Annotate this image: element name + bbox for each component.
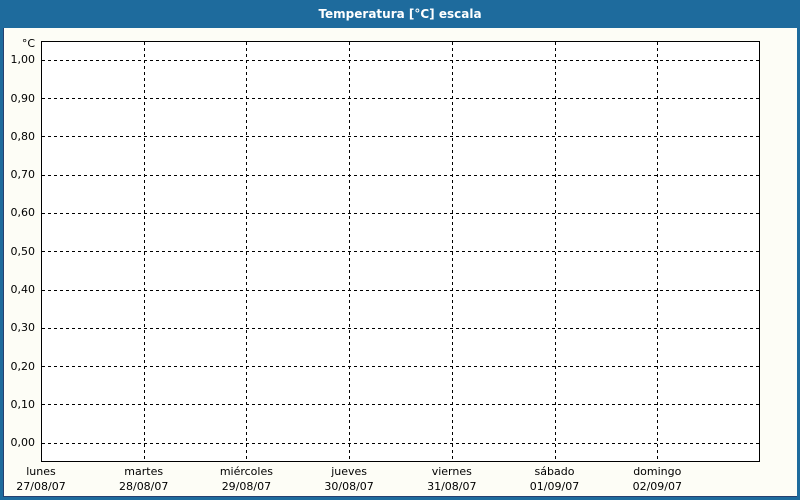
- h-gridline: [42, 59, 759, 61]
- y-tick-label: 0,20: [10, 359, 36, 373]
- x-tick-day-label: sábado: [534, 465, 575, 478]
- x-tick-day-label: viernes: [431, 465, 472, 478]
- y-tick-label: 0,40: [10, 283, 36, 296]
- y-tick-label: 1,00: [10, 53, 36, 67]
- h-gridline: [42, 212, 759, 214]
- y-tick-label: 0,80: [10, 129, 36, 143]
- v-gridline: [143, 42, 145, 461]
- h-gridline: [42, 98, 759, 99]
- y-tick-label: 0,90: [10, 91, 36, 105]
- x-tick-date-label: 02/09/07: [632, 480, 682, 493]
- y-tick-label: 0,70: [10, 168, 36, 182]
- x-tick-date-label: 01/09/07: [529, 480, 580, 493]
- x-tick-day-label: martes: [124, 465, 164, 478]
- y-tick-label: 0,50: [10, 244, 36, 258]
- y-tick-label: 0,30: [10, 321, 36, 335]
- x-tick-date-label: 29/08/07: [221, 480, 272, 493]
- x-tick-day-label: lunes: [26, 465, 56, 478]
- y-tick-label: 0,00: [10, 436, 36, 450]
- x-tick-day-label: miércoles: [219, 465, 273, 478]
- x-tick-day-label: domingo: [633, 465, 682, 478]
- plot-area: [41, 41, 760, 462]
- v-gridline: [657, 42, 659, 461]
- v-gridline: [246, 42, 248, 461]
- h-gridline: [42, 174, 759, 176]
- h-gridline: [42, 136, 759, 138]
- h-gridline: [42, 366, 759, 368]
- x-tick-date-label: 30/08/07: [324, 480, 374, 493]
- h-gridline: [42, 442, 759, 444]
- y-axis-unit-label: °C: [21, 37, 35, 50]
- chart-content: °C 1,00 0,90 0,80 0,70 0,60 0,50 0,40 0,30 0,20 0…: [3, 28, 797, 497]
- v-gridline: [554, 42, 556, 461]
- h-gridline: [42, 327, 759, 329]
- x-tick-day-label: jueves: [331, 465, 367, 478]
- h-gridline: [42, 404, 759, 406]
- v-gridline: [349, 42, 351, 461]
- chart-title: Temperatura [°C] escala: [318, 7, 482, 21]
- y-tick-label: 0,60: [10, 206, 36, 220]
- h-gridline: [42, 289, 759, 291]
- v-gridline: [451, 42, 453, 461]
- x-tick-date-label: 28/08/07: [118, 480, 169, 493]
- x-tick-date-label: 31/08/07: [427, 480, 477, 493]
- y-tick-label: 0,10: [10, 397, 36, 411]
- h-gridline: [42, 251, 759, 253]
- x-tick-date-label: 27/08/07: [16, 480, 66, 493]
- chart-title-bar: Temperatura [°C] escala: [3, 0, 797, 28]
